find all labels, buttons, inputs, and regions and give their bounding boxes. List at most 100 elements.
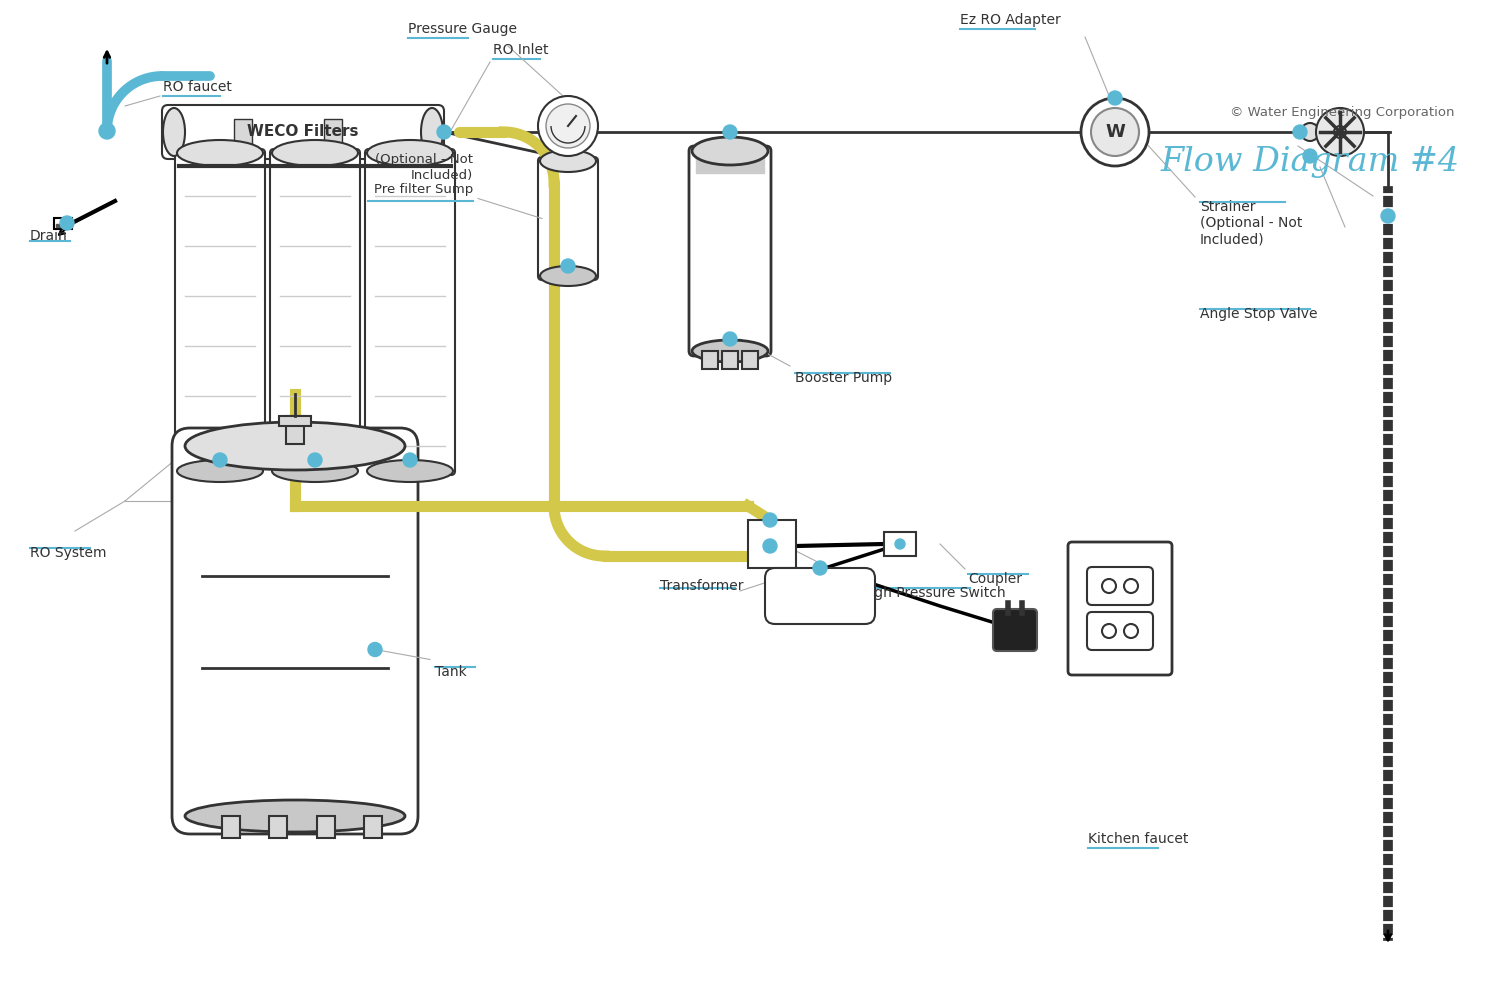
Bar (54, 218, 72, 229)
Text: © Water Engineering Corporation: © Water Engineering Corporation (1230, 106, 1455, 119)
Circle shape (1334, 126, 1346, 138)
Bar (696, 166, 764, 168)
Circle shape (404, 453, 417, 467)
Ellipse shape (422, 108, 442, 156)
Circle shape (1304, 149, 1317, 163)
Circle shape (1300, 123, 1318, 141)
Text: (Optional - Not
Included)
Pre filter Sump: (Optional - Not Included) Pre filter Sum… (374, 153, 472, 196)
Circle shape (436, 125, 451, 139)
Bar (696, 162, 764, 164)
Circle shape (1090, 108, 1138, 156)
Circle shape (546, 104, 590, 148)
Text: Coupler: Coupler (968, 572, 1022, 586)
Bar (364, 816, 382, 838)
Text: Strainer
(Optional - Not
Included): Strainer (Optional - Not Included) (1200, 200, 1302, 246)
Circle shape (1102, 579, 1116, 593)
FancyBboxPatch shape (162, 105, 444, 159)
Bar (696, 164, 764, 166)
FancyBboxPatch shape (993, 609, 1036, 651)
Ellipse shape (368, 140, 453, 166)
Ellipse shape (184, 800, 405, 832)
Circle shape (308, 453, 322, 467)
Bar (286, 416, 304, 444)
Text: RO System: RO System (30, 546, 106, 560)
Ellipse shape (692, 137, 768, 165)
Ellipse shape (184, 422, 405, 470)
Bar (222, 816, 240, 838)
Circle shape (1382, 209, 1395, 223)
Circle shape (813, 561, 826, 575)
Bar (56, 224, 60, 227)
Text: Booster Pump: Booster Pump (795, 371, 892, 385)
Ellipse shape (540, 266, 596, 286)
Circle shape (538, 96, 598, 156)
Bar (702, 351, 718, 369)
FancyBboxPatch shape (538, 157, 598, 280)
FancyBboxPatch shape (1088, 567, 1154, 605)
Bar (696, 160, 764, 162)
Ellipse shape (177, 460, 262, 482)
Text: Transformer: Transformer (660, 579, 744, 593)
Circle shape (1108, 91, 1122, 105)
FancyBboxPatch shape (172, 428, 419, 834)
Circle shape (723, 125, 736, 139)
Text: W: W (1106, 123, 1125, 141)
Bar (62, 224, 66, 227)
Ellipse shape (692, 340, 768, 362)
Circle shape (764, 539, 777, 553)
Bar (884, 532, 916, 556)
Ellipse shape (368, 460, 453, 482)
Circle shape (1102, 624, 1116, 638)
Bar (268, 816, 286, 838)
Circle shape (60, 216, 74, 230)
FancyBboxPatch shape (364, 149, 454, 475)
Bar (696, 153, 764, 155)
Bar (696, 158, 764, 160)
Bar (696, 169, 764, 171)
Bar (722, 351, 738, 369)
FancyBboxPatch shape (688, 146, 771, 356)
Bar (748, 520, 796, 568)
Text: Pressure Gauge: Pressure Gauge (408, 22, 518, 36)
Bar (316, 816, 334, 838)
Circle shape (213, 453, 226, 467)
Circle shape (1293, 125, 1306, 139)
Text: RO Inlet: RO Inlet (494, 43, 549, 57)
Text: Angle Stop Valve: Angle Stop Valve (1200, 307, 1317, 321)
Ellipse shape (272, 460, 358, 482)
Circle shape (368, 643, 382, 657)
Text: RO faucet: RO faucet (164, 80, 232, 94)
FancyBboxPatch shape (176, 149, 266, 475)
Bar (279, 416, 310, 426)
FancyBboxPatch shape (1068, 542, 1172, 675)
Circle shape (1082, 98, 1149, 166)
Text: Tank: Tank (435, 665, 466, 679)
Circle shape (1124, 624, 1138, 638)
Circle shape (764, 513, 777, 527)
Bar (324, 119, 342, 145)
Text: High Pressure Switch: High Pressure Switch (859, 586, 1005, 600)
Text: Kitchen faucet: Kitchen faucet (1088, 832, 1188, 846)
Text: Ez RO Adapter: Ez RO Adapter (960, 13, 1060, 27)
Text: Flow Diagram #4: Flow Diagram #4 (1161, 146, 1460, 178)
Circle shape (723, 332, 736, 346)
Ellipse shape (177, 140, 262, 166)
Bar (234, 119, 252, 145)
Text: WECO Filters: WECO Filters (248, 123, 358, 138)
Ellipse shape (272, 140, 358, 166)
Circle shape (896, 539, 904, 549)
Text: Drain: Drain (30, 229, 68, 243)
Bar (742, 351, 758, 369)
FancyBboxPatch shape (1088, 612, 1154, 650)
Circle shape (99, 123, 116, 139)
Bar (696, 151, 764, 153)
FancyBboxPatch shape (765, 568, 874, 624)
Circle shape (1124, 579, 1138, 593)
Circle shape (561, 259, 574, 273)
Ellipse shape (164, 108, 184, 156)
Ellipse shape (540, 150, 596, 172)
Circle shape (1316, 108, 1364, 156)
FancyBboxPatch shape (270, 149, 360, 475)
Bar (696, 155, 764, 157)
Bar (696, 171, 764, 173)
